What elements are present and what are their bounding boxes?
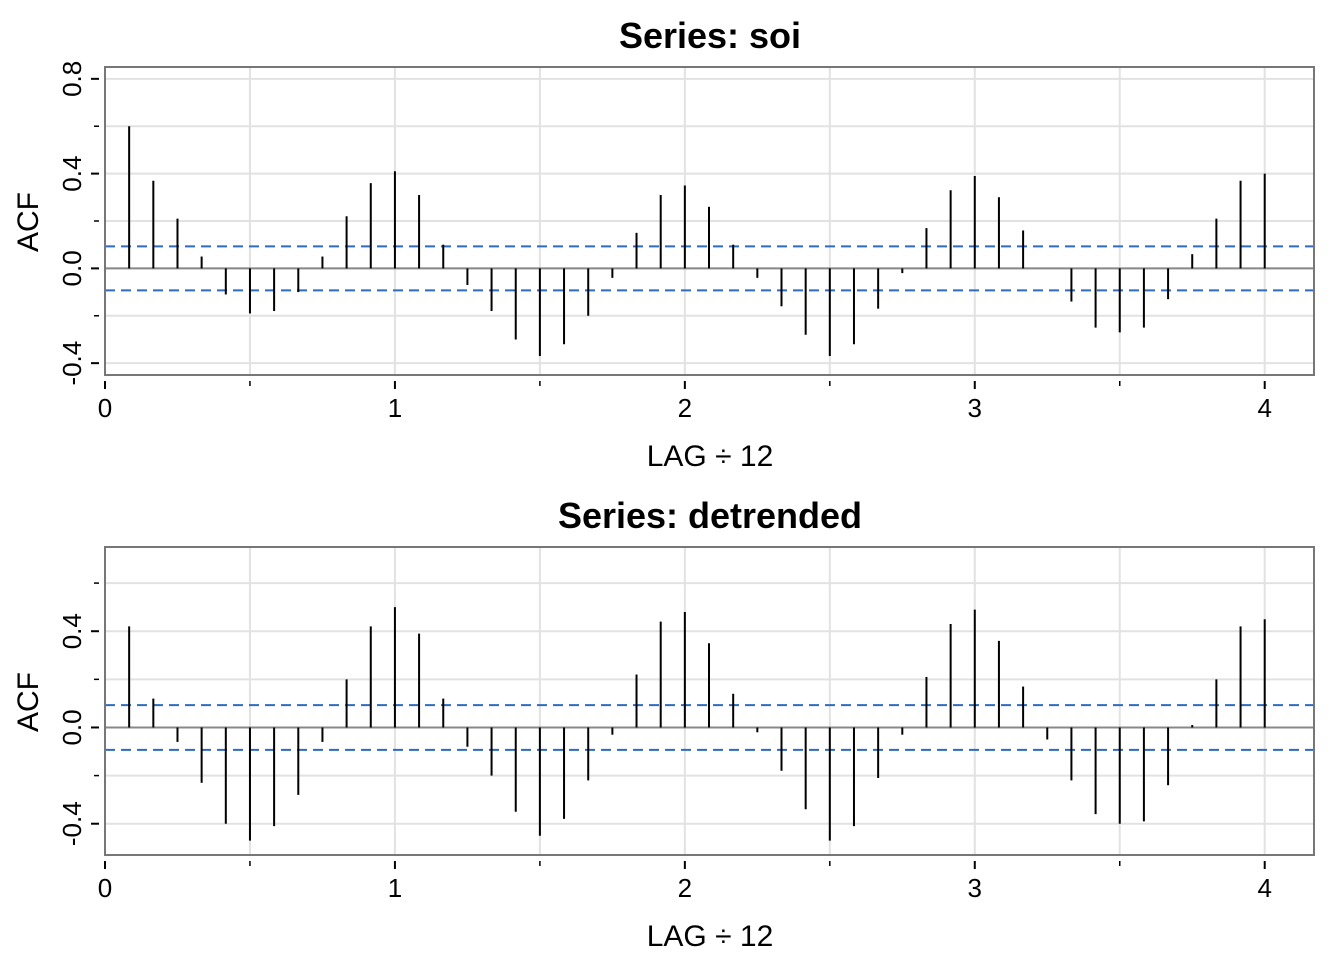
x-tick-label: 0 (98, 873, 112, 903)
x-tick-label: 3 (968, 393, 982, 423)
y-axis-label: ACF (12, 192, 45, 252)
acf-panel-soi: Series: soi ACF LAG ÷ 12 0 1 2 3 4 -0.4 0.0 0.4… (12, 15, 1315, 473)
x-axis-label: LAG ÷ 12 (647, 920, 774, 953)
x-tick-label: 2 (678, 393, 692, 423)
y-tick-label: -0.4 (57, 341, 87, 386)
plot-frame (104, 546, 1315, 856)
chart-title: Series: soi (619, 15, 801, 56)
y-tick-label: 0.4 (57, 156, 87, 192)
x-tick-label: 4 (1257, 873, 1271, 903)
x-tick-label: 4 (1257, 393, 1271, 423)
x-tick-label: 0 (98, 393, 112, 423)
x-axis-label: LAG ÷ 12 (647, 440, 774, 473)
plot-area (104, 67, 1314, 375)
y-tick-label: 0.0 (57, 709, 87, 745)
x-tick-label: 3 (968, 873, 982, 903)
y-tick-label: 0.0 (57, 250, 87, 286)
x-tick-label: 1 (388, 873, 402, 903)
acf-panel-detrended: Series: detrended ACF LAG ÷ 12 0 1 2 3 4 -0.4… (12, 495, 1315, 953)
plot-frame (104, 66, 1315, 376)
plot-area (104, 547, 1314, 855)
x-tick-label: 2 (678, 873, 692, 903)
y-tick-label: 0.4 (57, 613, 87, 649)
chart-title: Series: detrended (558, 495, 862, 536)
y-tick-label: 0.8 (57, 61, 87, 97)
y-tick-label: -0.4 (57, 801, 87, 846)
y-axis-label: ACF (12, 672, 45, 732)
x-tick-label: 1 (388, 393, 402, 423)
